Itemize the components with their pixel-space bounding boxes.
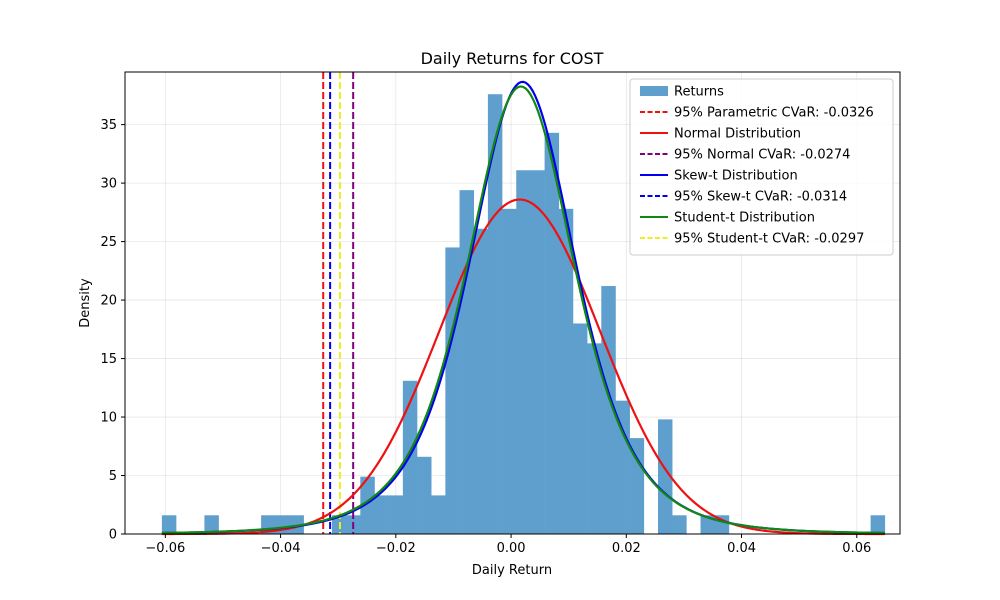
x-axis: −0.06 −0.04 −0.02 0.00 0.02 0.04 0.06	[145, 534, 871, 556]
y-tick-label: 25	[100, 235, 117, 250]
x-tick-label: 0.06	[842, 541, 871, 556]
distribution-curve	[161, 85, 885, 535]
histogram-bar	[544, 132, 560, 534]
histogram-bar	[161, 515, 177, 534]
plot-frame	[124, 71, 901, 535]
legend-label: 95% Parametric CVaR: -0.0326	[674, 106, 874, 121]
legend-label: Normal Distribution	[674, 127, 801, 142]
histogram-bar	[870, 515, 886, 534]
histogram-bar	[487, 94, 503, 535]
histogram-bar	[558, 208, 574, 534]
histogram-bar	[657, 419, 673, 534]
x-tick-label: −0.06	[145, 541, 185, 556]
y-tick-label: 0	[109, 528, 117, 543]
histogram-bar	[572, 323, 588, 534]
chart-title: Daily Returns for COST	[421, 49, 604, 68]
legend-box	[629, 78, 894, 256]
histogram-bar	[388, 495, 404, 534]
distribution-curves	[161, 80, 885, 536]
y-tick-label: 20	[100, 294, 117, 309]
histogram-bar	[700, 515, 715, 534]
histogram-bar	[502, 208, 517, 534]
histogram-bar	[473, 228, 489, 534]
legend-label: Skew-t Distribution	[674, 169, 798, 184]
histogram-bar	[445, 247, 460, 534]
histogram-bar	[615, 400, 630, 534]
histogram-bar	[516, 170, 531, 534]
legend-label: 95% Student-t CVaR: -0.0297	[674, 232, 864, 247]
y-tick-label: 5	[109, 469, 117, 484]
histogram-bar	[374, 495, 389, 534]
histogram-bar	[204, 515, 219, 534]
x-tick-label: −0.02	[376, 541, 416, 556]
histogram-bar	[601, 286, 616, 534]
legend: Returns 95% Parametric CVaR: -0.0326 Norma…	[629, 78, 894, 256]
y-tick-label: 15	[100, 352, 117, 367]
x-tick-label: 0.02	[612, 541, 641, 556]
histogram-bar	[459, 190, 475, 534]
histogram-bar	[431, 495, 446, 534]
y-axis: 0 5 10 15 20 25 30 35	[100, 118, 125, 543]
x-tick-label: 0.00	[497, 541, 526, 556]
y-tick-label: 35	[100, 118, 117, 133]
legend-label: Returns	[674, 85, 724, 100]
y-tick-label: 30	[100, 177, 117, 192]
histogram-bar	[629, 438, 645, 534]
distribution-curve	[161, 198, 885, 536]
histogram-bar	[587, 343, 602, 534]
x-tick-label: 0.04	[727, 541, 756, 556]
legend-label: 95% Skew-t CVaR: -0.0314	[674, 190, 847, 205]
histogram-bar	[530, 170, 545, 534]
histogram-bar	[672, 515, 687, 534]
legend-swatch	[640, 86, 668, 96]
x-tick-label: −0.04	[261, 541, 301, 556]
histogram-bar	[417, 456, 432, 534]
x-axis-label: Daily Return	[472, 563, 552, 578]
histogram-bar	[360, 476, 375, 534]
y-axis-label: Density	[78, 278, 93, 328]
legend-label: 95% Normal CVaR: -0.0274	[674, 148, 850, 163]
legend-label: Student-t Distribution	[674, 211, 815, 226]
cvar-lines	[322, 72, 355, 534]
y-tick-label: 10	[100, 411, 117, 426]
